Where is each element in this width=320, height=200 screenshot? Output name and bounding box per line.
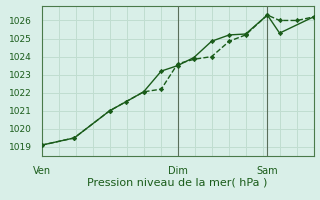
X-axis label: Pression niveau de la mer( hPa ): Pression niveau de la mer( hPa ): [87, 177, 268, 187]
